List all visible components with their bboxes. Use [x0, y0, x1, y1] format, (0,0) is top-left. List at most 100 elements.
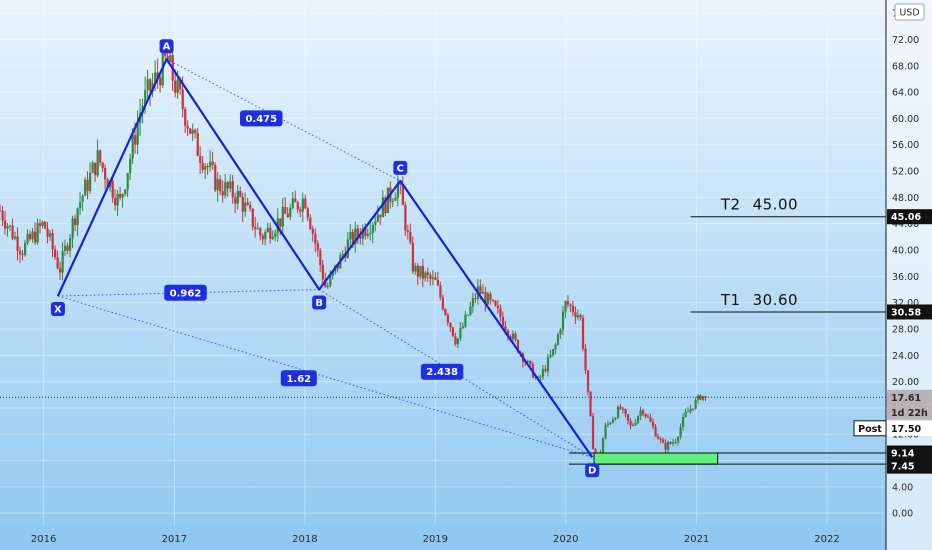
price-badges: 45.06 30.58 17.61 1d 22h 9.14 7.45 Post 17.50	[853, 209, 932, 474]
candle-body	[601, 438, 605, 453]
candle-body	[164, 50, 167, 57]
y-tick-label: 68.00	[892, 61, 919, 72]
candle-body	[6, 225, 9, 229]
y-tick-label: 24.00	[892, 351, 919, 362]
candle-body	[311, 228, 314, 234]
candle-body	[51, 233, 54, 250]
candle-body	[54, 249, 57, 258]
candle-body	[79, 202, 82, 209]
ratio-badge	[280, 370, 317, 387]
candle-body	[391, 200, 394, 202]
y-tick-label: 60.00	[892, 114, 919, 125]
candle-body	[426, 272, 430, 275]
candle-body	[626, 414, 630, 421]
candle-body	[324, 279, 327, 287]
y-tick-label: 72.00	[892, 35, 919, 46]
candle-body	[211, 161, 214, 165]
candle-body	[229, 181, 232, 189]
candle-body	[494, 300, 497, 306]
candle-body	[326, 285, 329, 287]
candle-body	[176, 79, 179, 93]
candle-body	[209, 161, 212, 167]
candle-body	[511, 333, 515, 340]
candle-body	[376, 214, 379, 222]
candle-body	[186, 126, 189, 129]
candle-body	[526, 360, 530, 363]
candle-body	[414, 265, 417, 272]
candle-body	[539, 376, 542, 378]
candle-body	[419, 266, 422, 277]
candle-body	[466, 314, 470, 316]
candle-body	[501, 316, 505, 327]
candle-body	[644, 413, 647, 417]
candle-body	[516, 339, 520, 353]
point-label-x: X	[54, 305, 62, 316]
candle-body	[499, 308, 502, 317]
candle-body	[144, 90, 147, 106]
y-tick-label: 36.00	[892, 272, 919, 283]
candle-body	[506, 330, 510, 337]
candle-body	[174, 80, 177, 93]
candle-body	[394, 198, 397, 201]
point-label-a: A	[163, 42, 171, 53]
candle-body	[121, 194, 124, 198]
candle-body	[566, 301, 570, 305]
candle-body	[181, 89, 184, 110]
candle-body	[469, 306, 472, 315]
candle-body	[639, 410, 642, 417]
candle-body	[496, 305, 500, 309]
candle-body	[254, 226, 257, 230]
candle-body	[44, 221, 47, 229]
candle-body	[91, 162, 94, 173]
candle-body	[676, 436, 680, 443]
candle-body	[684, 411, 687, 417]
candle-body	[119, 194, 122, 198]
candle-body	[401, 184, 404, 206]
candle-body	[349, 232, 352, 240]
candle-body	[386, 187, 389, 214]
candle-body	[31, 231, 34, 240]
y-tick-label: 64.00	[892, 88, 919, 99]
candle-body	[434, 277, 437, 280]
candle-body	[406, 230, 409, 233]
candle-body	[491, 299, 495, 301]
candle-body	[241, 196, 244, 212]
badge-countdown: 1d 22h	[891, 408, 928, 419]
candle-body	[569, 304, 572, 306]
candle-body	[104, 167, 107, 180]
badge-zone-top: 9.14	[891, 449, 915, 460]
candle-body	[574, 312, 577, 318]
support-zone	[568, 452, 886, 465]
candle-body	[396, 183, 399, 199]
badge-countdown-bg	[887, 404, 932, 420]
currency-chip[interactable]	[894, 3, 925, 21]
candle-body	[381, 197, 384, 218]
y-tick-label: 48.00	[892, 193, 919, 204]
point-badge-d	[585, 463, 600, 478]
candle-body	[359, 236, 362, 239]
candle-body	[649, 417, 652, 422]
candle-body	[669, 442, 672, 444]
candle-body	[591, 416, 595, 450]
candle-body	[4, 220, 7, 229]
candle-body	[189, 128, 192, 134]
x-axis[interactable]: 2016 2017 2018 2019 2020 2021 2022	[0, 525, 886, 550]
badge-zone-bottom-bg	[887, 458, 932, 474]
candle-body	[269, 227, 272, 239]
candles	[0, 40, 707, 475]
candle-body	[446, 314, 450, 323]
candle-body	[697, 395, 700, 400]
candle-body	[159, 77, 162, 86]
candle-body	[29, 233, 32, 240]
candle-body	[111, 180, 114, 198]
x-tick-label: 2018	[292, 534, 317, 545]
candle-body	[471, 298, 475, 307]
candle-body	[236, 190, 239, 204]
point-label-c: C	[397, 163, 404, 174]
candle-body	[486, 293, 490, 305]
candle-body	[584, 348, 587, 371]
candle-body	[364, 227, 367, 236]
candle-body	[331, 271, 334, 276]
candle-body	[692, 408, 695, 410]
